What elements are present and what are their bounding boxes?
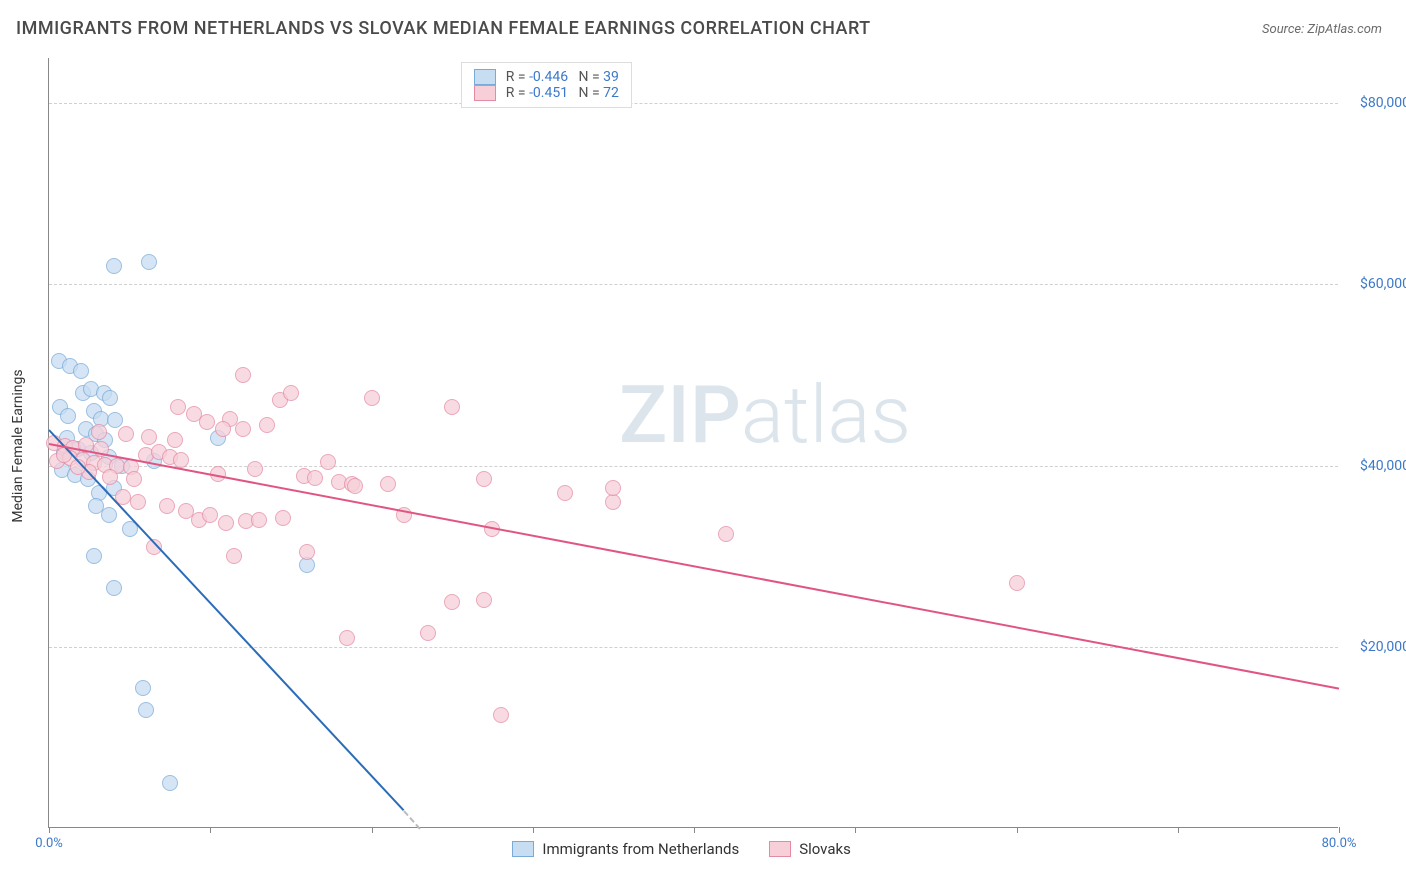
scatter-point — [118, 426, 134, 442]
trend-line — [49, 443, 1339, 690]
gridline — [49, 284, 1338, 285]
source-attribution: Source: ZipAtlas.com — [1262, 22, 1382, 37]
scatter-point — [159, 498, 175, 514]
scatter-point — [235, 421, 251, 437]
scatter-point — [138, 702, 154, 718]
x-tick-label: 0.0% — [35, 836, 63, 851]
scatter-point — [320, 454, 336, 470]
legend-label: Slovaks — [799, 840, 851, 858]
legend-swatch — [474, 85, 496, 101]
scatter-point — [215, 421, 231, 437]
scatter-point — [1009, 575, 1025, 591]
legend-row: R = -0.451 N = 72 — [474, 85, 619, 101]
correlation-legend: R = -0.446 N = 39R = -0.451 N = 72 — [461, 62, 632, 108]
scatter-point — [218, 515, 234, 531]
scatter-point — [107, 412, 123, 428]
scatter-point — [235, 367, 251, 383]
scatter-point — [444, 594, 460, 610]
scatter-point — [141, 254, 157, 270]
scatter-point — [226, 548, 242, 564]
y-tick-label: $80,000 — [1360, 95, 1406, 111]
scatter-point — [106, 580, 122, 596]
watermark: ZIPatlas — [619, 368, 911, 462]
scatter-point — [86, 548, 102, 564]
scatter-point — [557, 485, 573, 501]
scatter-point — [126, 471, 142, 487]
scatter-point — [102, 390, 118, 406]
x-tick — [855, 827, 856, 833]
gridline — [49, 466, 1338, 467]
scatter-point — [283, 385, 299, 401]
legend-swatch — [769, 841, 791, 857]
series-legend: Immigrants from Netherlands Slovaks — [512, 840, 850, 858]
scatter-point — [73, 363, 89, 379]
chart-title: IMMIGRANTS FROM NETHERLANDS VS SLOVAK ME… — [16, 18, 871, 39]
scatter-point — [444, 399, 460, 415]
x-tick — [1178, 827, 1179, 833]
scatter-point — [173, 452, 189, 468]
y-tick-label: $40,000 — [1360, 458, 1406, 474]
scatter-point — [170, 399, 186, 415]
scatter-point — [476, 471, 492, 487]
scatter-point — [162, 775, 178, 791]
legend-row: R = -0.446 N = 39 — [474, 69, 619, 85]
scatter-point — [420, 625, 436, 641]
scatter-point — [60, 408, 76, 424]
scatter-point — [199, 414, 215, 430]
scatter-point — [364, 390, 380, 406]
trend-line — [403, 810, 421, 829]
scatter-point — [167, 432, 183, 448]
scatter-point — [299, 544, 315, 560]
scatter-point — [307, 470, 323, 486]
x-tick — [49, 827, 50, 833]
scatter-point — [476, 592, 492, 608]
scatter-point — [102, 469, 118, 485]
scatter-point — [130, 494, 146, 510]
scatter-point — [251, 512, 267, 528]
x-tick — [1017, 827, 1018, 833]
x-tick — [533, 827, 534, 833]
y-tick-label: $20,000 — [1360, 639, 1406, 655]
scatter-point — [347, 478, 363, 494]
scatter-point — [247, 461, 263, 477]
x-tick — [372, 827, 373, 833]
scatter-point — [106, 258, 122, 274]
scatter-point — [380, 476, 396, 492]
scatter-point — [275, 510, 291, 526]
chart-plot-area: ZIPatlas $20,000$40,000$60,000$80,0000.0… — [48, 58, 1338, 828]
legend-stats: R = -0.451 N = 72 — [506, 85, 619, 101]
scatter-point — [135, 680, 151, 696]
legend-swatch — [512, 841, 534, 857]
x-tick-label: 80.0% — [1322, 836, 1357, 851]
gridline — [49, 103, 1338, 104]
gridline — [49, 647, 1338, 648]
y-tick-label: $60,000 — [1360, 276, 1406, 292]
scatter-point — [605, 480, 621, 496]
legend-item: Immigrants from Netherlands — [512, 840, 739, 858]
scatter-point — [339, 630, 355, 646]
legend-item: Slovaks — [769, 840, 851, 858]
scatter-point — [493, 707, 509, 723]
y-axis-label: Median Female Earnings — [10, 369, 26, 522]
scatter-point — [202, 507, 218, 523]
x-tick — [210, 827, 211, 833]
legend-swatch — [474, 69, 496, 85]
scatter-point — [259, 417, 275, 433]
scatter-point — [91, 424, 107, 440]
legend-stats: R = -0.446 N = 39 — [506, 69, 619, 85]
scatter-point — [101, 507, 117, 523]
legend-label: Immigrants from Netherlands — [542, 840, 739, 858]
scatter-point — [718, 526, 734, 542]
x-tick — [694, 827, 695, 833]
scatter-point — [141, 429, 157, 445]
x-tick — [1339, 827, 1340, 833]
